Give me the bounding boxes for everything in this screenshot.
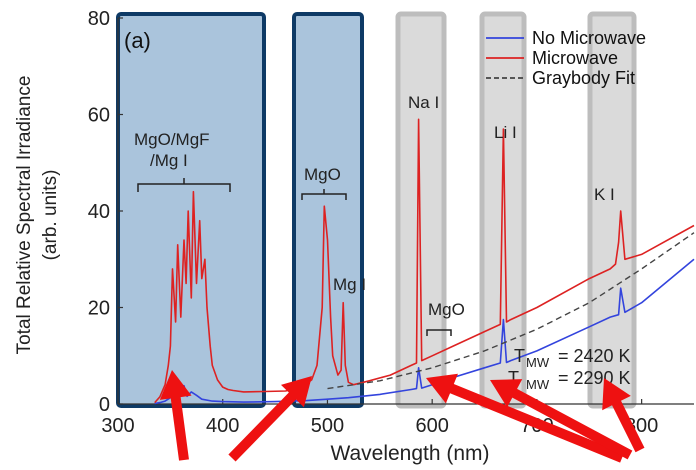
annotation-t-mw2-sub: MW bbox=[526, 377, 550, 392]
highlight-box-k bbox=[587, 11, 637, 409]
highlight-box-mgo bbox=[292, 12, 364, 408]
y-tick-label: 0 bbox=[99, 394, 110, 416]
annotation-t-mw2-prefix: T bbox=[508, 368, 519, 388]
annotation-bracket-mgo-mgf bbox=[137, 178, 231, 192]
red-arrows bbox=[159, 370, 645, 463]
y-tick-label: 20 bbox=[88, 298, 110, 320]
x-tick-label: 500 bbox=[311, 415, 344, 437]
panel-label: (a) bbox=[124, 28, 151, 53]
annotation-k-i: K I bbox=[594, 185, 615, 204]
highlight-regions bbox=[116, 11, 637, 409]
x-tick-label: 600 bbox=[415, 415, 448, 437]
annotation-li-i: Li I bbox=[494, 123, 517, 142]
y-tick-label: 60 bbox=[88, 105, 110, 127]
annotation-mg-i: Mg I bbox=[333, 275, 366, 294]
annotation-mgo-mgf-line1: MgO/MgF bbox=[134, 130, 210, 149]
annotation-bracket-mgo-2 bbox=[426, 329, 452, 336]
annotation-t-mw-value: = 2420 K bbox=[558, 346, 631, 366]
highlight-box-mgo-mgf bbox=[116, 12, 266, 408]
legend-label: Microwave bbox=[532, 48, 618, 68]
annotation-mgo-1: MgO bbox=[304, 165, 341, 184]
arrow-to-k bbox=[602, 378, 645, 453]
legend-label: Graybody Fit bbox=[532, 68, 635, 88]
x-tick-label: 300 bbox=[101, 415, 134, 437]
legend-label: No Microwave bbox=[532, 28, 646, 48]
series-microwave bbox=[154, 118, 695, 404]
highlight-box-na bbox=[395, 11, 447, 409]
arrow-to-na bbox=[426, 373, 624, 463]
axes bbox=[117, 17, 694, 405]
annotation-t-mw-sub: MW bbox=[526, 355, 550, 370]
annotation-t-mw-prefix: T bbox=[514, 346, 525, 366]
x-tick-label: 400 bbox=[206, 415, 239, 437]
x-axis-label: Wavelength (nm) bbox=[330, 442, 489, 465]
annotation-t-mw2-value: = 2290 K bbox=[558, 368, 631, 388]
y-axis-label-line1: Total Relative Spectral Irradiance bbox=[14, 76, 35, 355]
arrow-to-mgo bbox=[228, 376, 312, 462]
annotation-na-i: Na I bbox=[408, 93, 439, 112]
annotation-bracket-mgo-1 bbox=[301, 189, 347, 200]
arrow-to-li bbox=[490, 379, 633, 460]
annotation-mgo-mgf-line2: /Mg I bbox=[150, 151, 188, 170]
y-tick-label: 80 bbox=[88, 8, 110, 30]
y-axis-label-line2: (arb. units) bbox=[40, 170, 61, 261]
annotation-mgo-2: MgO bbox=[428, 300, 465, 319]
arrow-to-mgo-mgf bbox=[159, 370, 192, 461]
y-tick-label: 40 bbox=[88, 201, 110, 223]
series-graybody-fit bbox=[327, 232, 695, 390]
